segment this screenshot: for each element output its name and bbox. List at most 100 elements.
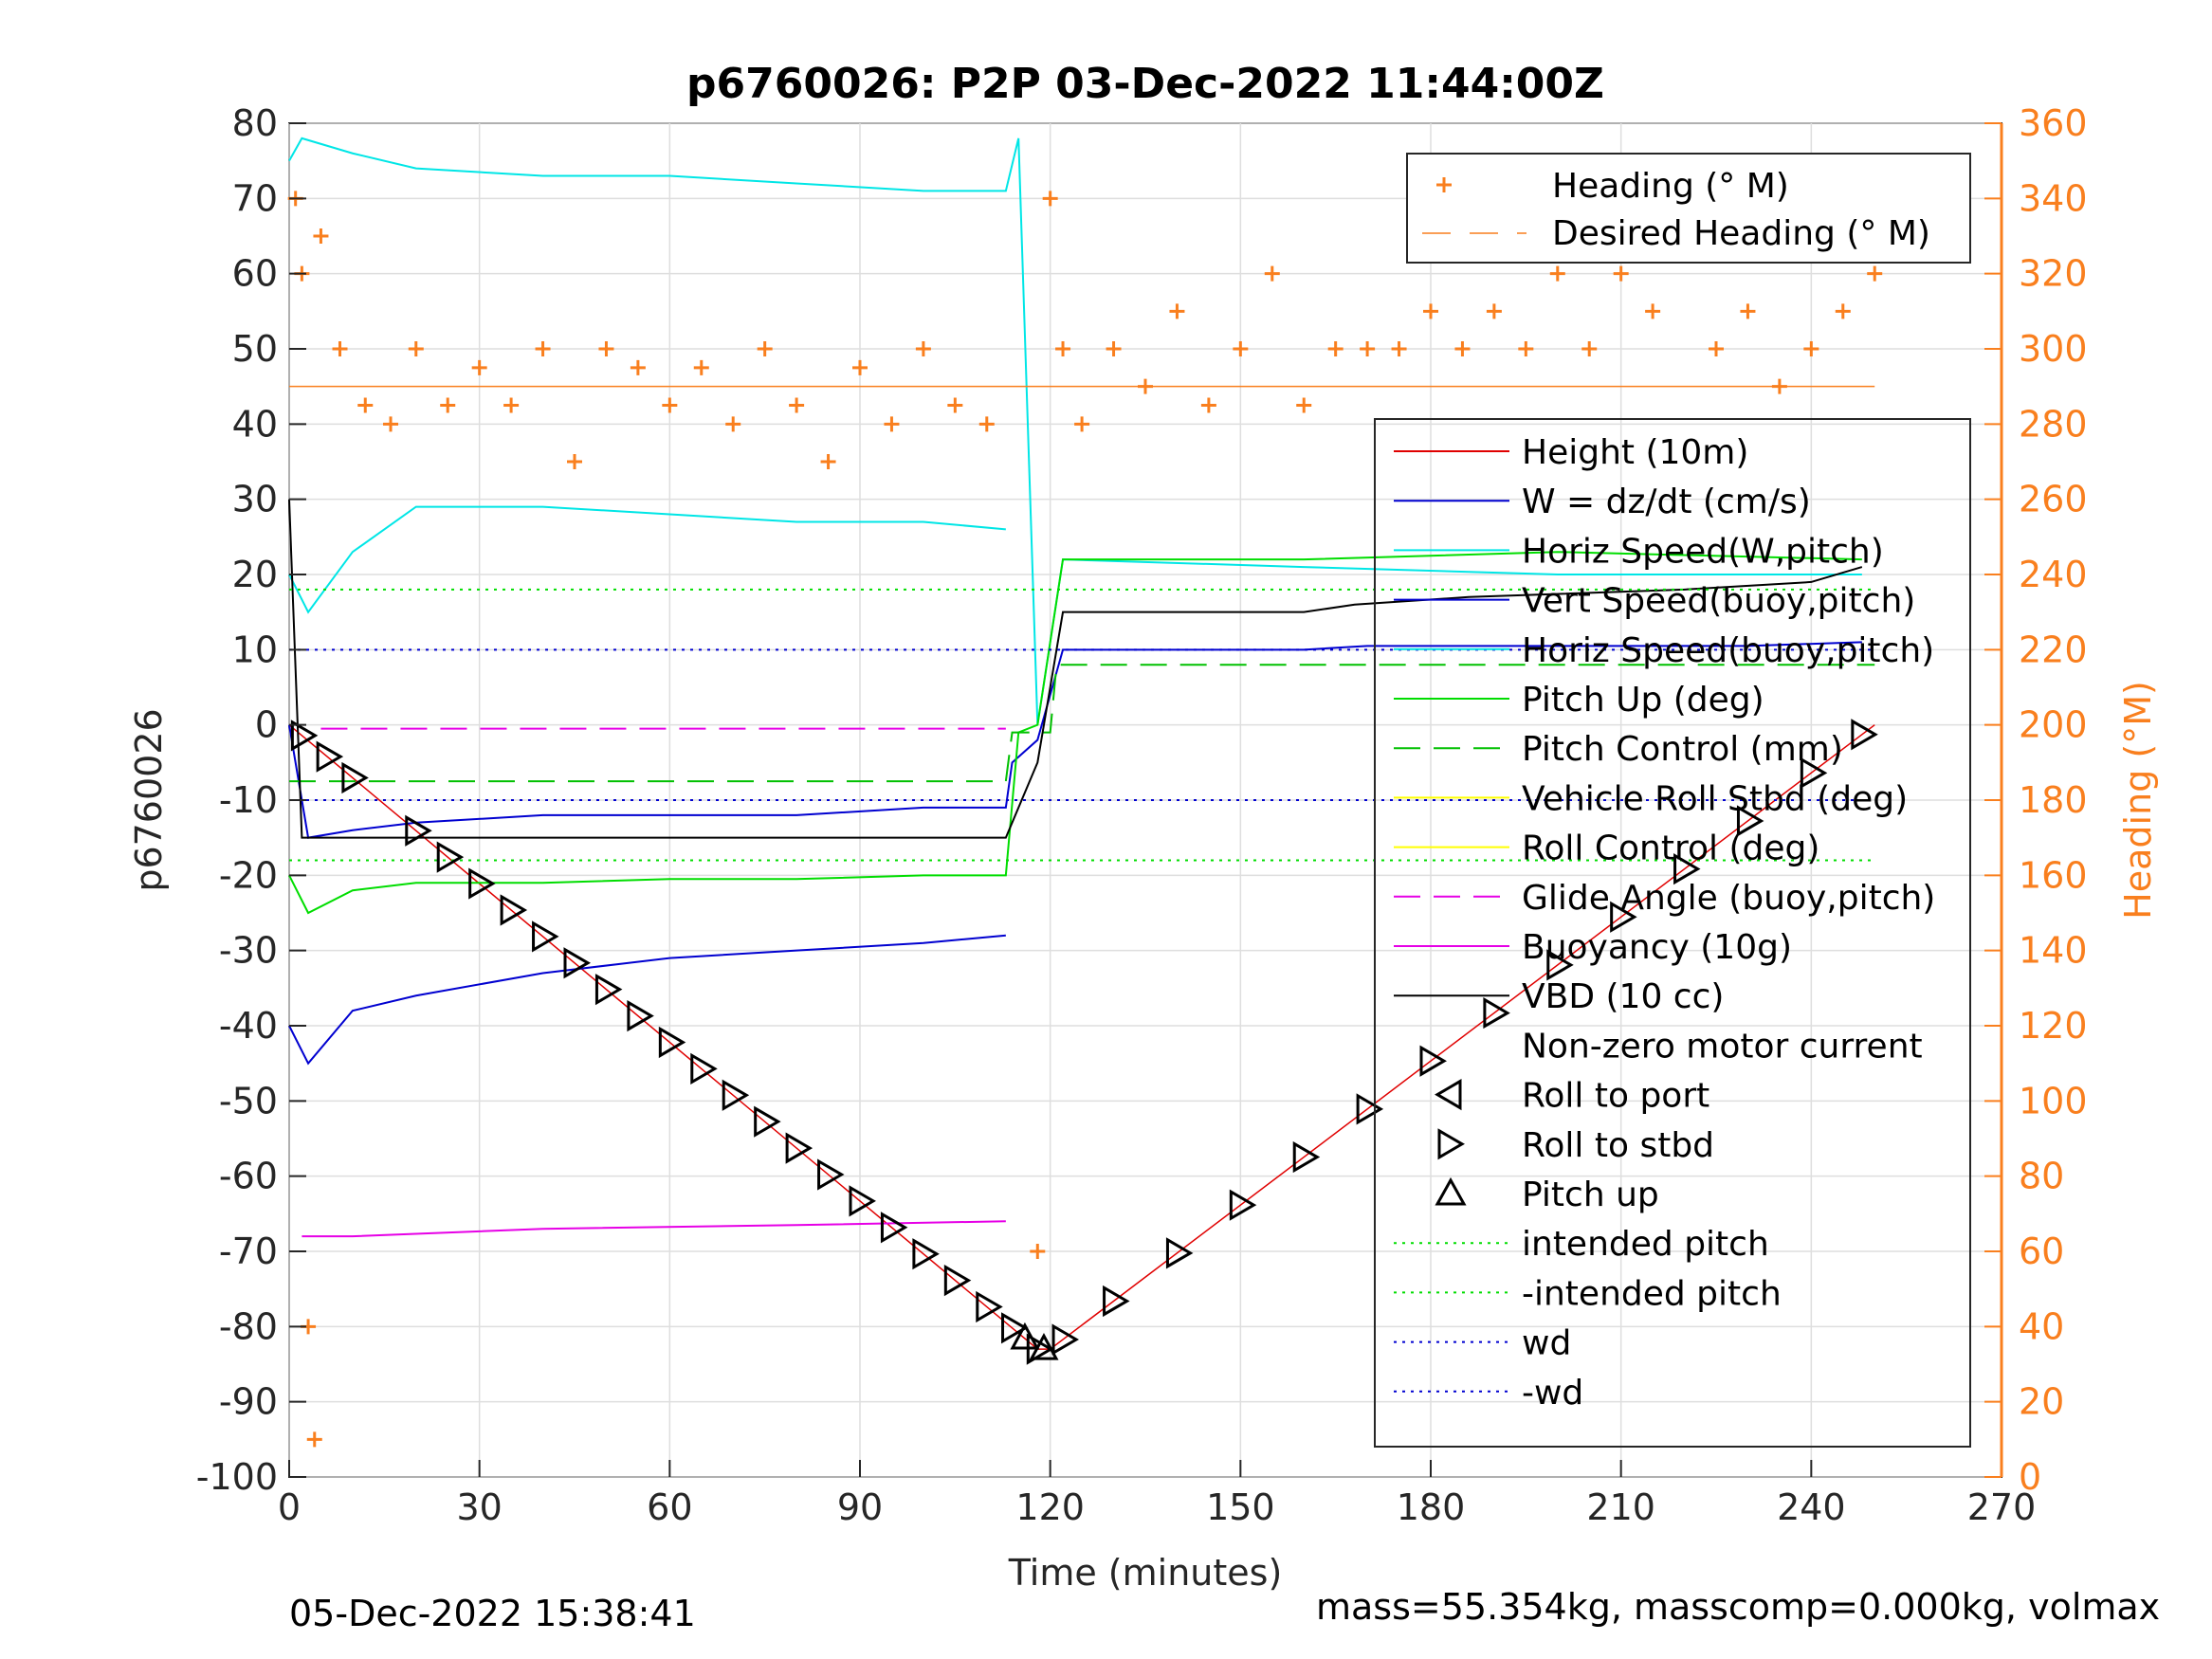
roll-stbd-marker: [341, 761, 369, 794]
roll-stbd-marker: [594, 974, 623, 1006]
heading-marker: [1042, 191, 1058, 207]
heading-marker: [852, 359, 868, 375]
roll-stbd-marker: [754, 1105, 781, 1138]
series-horiz-speed-w-pitch: [288, 137, 1862, 725]
legend-top-entry: Heading (° M): [1552, 167, 1789, 206]
heading-marker: [884, 416, 900, 432]
heading-marker: [471, 359, 487, 375]
y-tick-label: -90: [219, 1381, 278, 1423]
y-tick-label: 0: [255, 704, 278, 746]
roll-stbd-marker: [722, 1079, 750, 1111]
roll-stbd-marker: [1546, 949, 1574, 981]
legend-entry: VBD (10 cc): [1522, 977, 1724, 1016]
series-layer: [287, 137, 1883, 1448]
y-tick-label: -20: [219, 854, 278, 896]
heading-marker: [503, 397, 520, 413]
pitch-up-marker: [1029, 1332, 1059, 1360]
y-axis-right-label: Heading (°M): [2117, 681, 2159, 920]
heading-marker: [1327, 341, 1344, 356]
roll-stbd-marker: [1051, 1323, 1080, 1356]
x-tick-label: 240: [1777, 1486, 1846, 1528]
x-tick-label: 90: [837, 1486, 883, 1528]
heading-marker: [630, 359, 646, 375]
y-right-tick-label: 280: [2019, 403, 2088, 445]
roll-stbd-marker: [1610, 901, 1637, 933]
heading-marker: [306, 1431, 322, 1448]
heading-marker: [332, 341, 348, 356]
x-tick-label: 60: [647, 1486, 692, 1528]
series-pitch-control-mm: [289, 664, 1875, 783]
y-tick-label: 20: [232, 554, 278, 595]
heading-marker: [978, 416, 995, 432]
legend-main: Height (10m) W = dz/dt (cm/s) Horiz Speed(…: [1374, 418, 1971, 1448]
heading-marker: [1055, 341, 1071, 356]
pitch-up-marker: [1010, 1322, 1040, 1350]
roll-stbd-marker: [1673, 853, 1701, 885]
y-right-tick-label: 120: [2019, 1005, 2088, 1047]
x-tick-label: 120: [1015, 1486, 1085, 1528]
roll-stbd-marker: [1356, 1093, 1384, 1125]
roll-stbd-marker: [943, 1264, 972, 1297]
legend-entry: Pitch up: [1522, 1176, 1659, 1214]
legend-entry: Roll to port: [1522, 1077, 1709, 1116]
y-tick-label: -40: [219, 1005, 278, 1047]
roll-stbd-marker: [1851, 719, 1878, 751]
heading-marker: [1074, 416, 1090, 432]
y-tick-label: -100: [196, 1456, 278, 1498]
legend-entry: Non-zero motor current: [1522, 1027, 1923, 1066]
heading-marker: [947, 397, 963, 413]
legend-top-box: [1406, 153, 1971, 264]
heading-marker: [915, 341, 931, 356]
y-tick-label: -60: [219, 1156, 278, 1197]
heading-marker: [789, 397, 805, 413]
y-right-tick-label: 80: [2019, 1156, 2064, 1197]
legend-entry: intended pitch: [1522, 1225, 1769, 1264]
heading-marker: [1486, 303, 1502, 319]
heading-marker: [1803, 341, 1819, 356]
y-right-tick-label: 180: [2019, 779, 2088, 821]
heading-marker: [1740, 303, 1756, 319]
legend-entry: wd: [1522, 1324, 1571, 1363]
roll-stbd-marker: [1001, 1312, 1029, 1344]
heading-marker: [1518, 341, 1534, 356]
heading-marker: [1200, 397, 1216, 413]
heading-marker: [1835, 303, 1851, 319]
roll-stbd-marker: [436, 841, 465, 873]
roll-stbd-marker: [817, 1158, 845, 1191]
heading-marker: [1296, 397, 1312, 413]
roll-stbd-marker: [976, 1290, 1003, 1323]
y-tick-label: 40: [232, 403, 278, 445]
legend-heading-swatch: [1436, 177, 1452, 192]
y-right-tick-label: 200: [2019, 704, 2088, 746]
y-tick-label: -50: [219, 1080, 278, 1121]
y-tick-label: 50: [232, 328, 278, 370]
roll-stbd-marker: [1103, 1285, 1130, 1318]
mass-annotation: mass=55.354kg, masscomp=0.000kg, volmax: [1316, 1586, 2160, 1628]
heading-marker: [1264, 265, 1280, 282]
legend-entry: Height (10m): [1522, 433, 1748, 472]
y-tick-label: -10: [219, 779, 278, 821]
roll-stbd-marker: [290, 720, 319, 752]
y-right-tick-label: 220: [2019, 629, 2088, 670]
y-right-tick-label: 0: [2019, 1456, 2041, 1498]
y-tick-label: 70: [232, 177, 278, 219]
roll-stbd-marker: [500, 894, 528, 926]
roll-stbd-marker: [532, 921, 559, 953]
y-tick-label: 80: [232, 102, 278, 144]
y-right-tick-label: 240: [2019, 554, 2088, 595]
roll-stbd-marker: [468, 867, 496, 900]
legend-entry: Vert Speed(buoy,pitch): [1522, 582, 1915, 621]
roll-stbd-marker: [316, 740, 344, 773]
legend-entry: Horiz Speed(buoy,pitch): [1522, 631, 1934, 670]
y-right-tick-label: 100: [2019, 1080, 2088, 1121]
x-tick-label: 150: [1206, 1486, 1275, 1528]
heading-marker: [357, 397, 374, 413]
legend-entry: Glide Angle (buoy,pitch): [1522, 879, 1935, 918]
roll-stbd-marker: [785, 1132, 814, 1164]
legend-entry: Buoyancy (10g): [1522, 928, 1792, 967]
legend-entry: -intended pitch: [1522, 1274, 1782, 1313]
y-tick-label: 30: [232, 479, 278, 520]
heading-marker: [820, 454, 836, 469]
x-tick-label: 270: [1967, 1486, 2037, 1528]
y-right-tick-label: 20: [2019, 1381, 2064, 1423]
